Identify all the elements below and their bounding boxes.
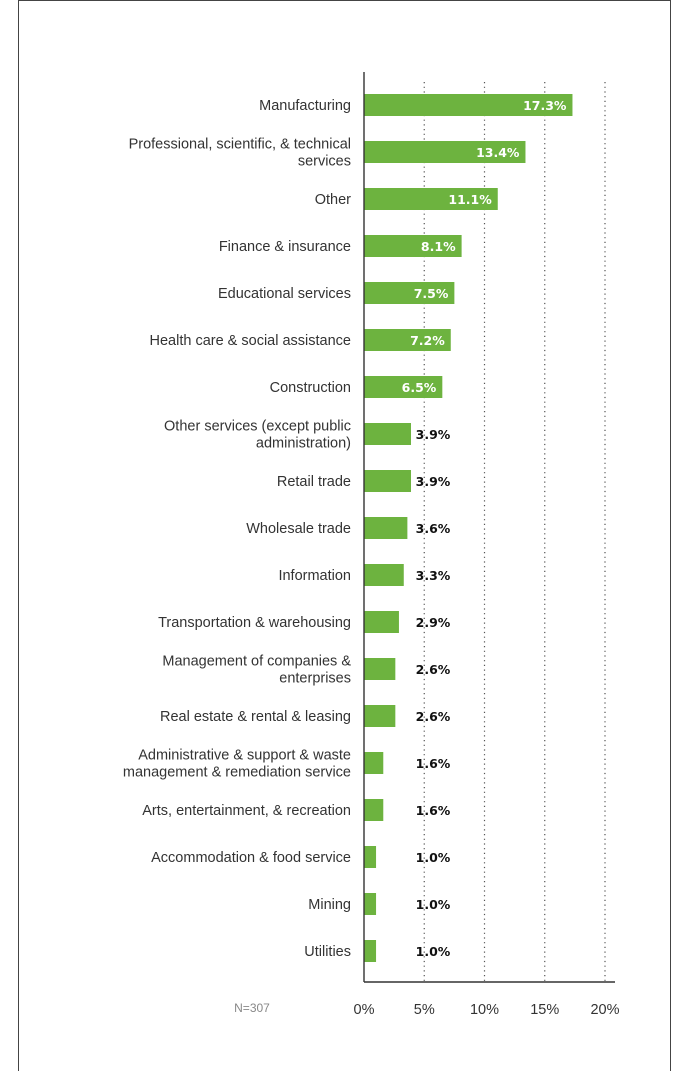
category-label: Retail trade	[277, 474, 351, 490]
x-tick-label: 10%	[470, 1002, 499, 1018]
category-label: Professional, scientific, & technical ser…	[129, 137, 351, 170]
bar	[364, 94, 573, 116]
x-tick-label: 15%	[530, 1002, 559, 1018]
value-label: 13.4%	[476, 145, 520, 160]
bar	[364, 188, 498, 210]
category-label: Manufacturing	[259, 98, 351, 114]
bar	[364, 846, 377, 868]
bar	[364, 517, 408, 539]
category-label: Arts, entertainment, & recreation	[142, 803, 351, 819]
chart-frame	[18, 0, 671, 1071]
value-label: 2.6%	[416, 709, 451, 724]
bar	[364, 705, 396, 727]
bar	[364, 282, 455, 304]
bar	[364, 940, 377, 962]
category-label: Transportation & warehousing	[158, 615, 351, 631]
value-label: 1.0%	[416, 944, 451, 959]
category-label: Administrative & support & waste manageme…	[123, 748, 351, 781]
x-tick-label: 5%	[414, 1002, 435, 1018]
value-label: 3.9%	[416, 474, 451, 489]
axes: 0% 5% 10% 15% 20%	[354, 72, 620, 1018]
category-label: Finance & insurance	[219, 239, 351, 255]
bars	[364, 94, 573, 962]
category-label: Information	[278, 568, 351, 584]
category-label: Construction	[270, 380, 351, 396]
category-label: Mining	[308, 897, 351, 913]
value-label: 17.3%	[523, 98, 567, 113]
bar	[364, 658, 396, 680]
value-label: 1.0%	[416, 897, 451, 912]
value-label: 7.5%	[414, 286, 449, 301]
bar	[364, 893, 377, 915]
category-label: Accommodation & food service	[151, 850, 351, 866]
category-labels: Manufacturing Professional, scientific, &…	[123, 98, 351, 960]
value-label: 1.6%	[416, 756, 451, 771]
bar	[364, 752, 384, 774]
bar	[364, 611, 399, 633]
bar	[364, 235, 462, 257]
category-label: Utilities	[304, 944, 351, 960]
value-label: 2.6%	[416, 662, 451, 677]
bar	[364, 470, 411, 492]
bar	[364, 564, 404, 586]
x-tick-label: 0%	[354, 1002, 375, 1018]
category-label: Wholesale trade	[246, 521, 351, 537]
category-label: Management of companies & enterprises	[162, 654, 351, 687]
category-label: Real estate & rental & leasing	[160, 709, 351, 725]
value-label: 8.1%	[421, 239, 456, 254]
sample-size-note: N=307	[234, 1001, 270, 1015]
value-labels: 17.3% 13.4% 11.1% 8.1% 7.5% 7.2% 6.5% 3.9% 3.9% 3…	[402, 98, 567, 959]
value-label: 2.9%	[416, 615, 451, 630]
value-label: 1.0%	[416, 850, 451, 865]
grid-lines	[423, 82, 606, 982]
value-label: 3.3%	[416, 568, 451, 583]
value-label: 11.1%	[448, 192, 492, 207]
bar	[364, 423, 411, 445]
bar	[364, 799, 384, 821]
value-label: 7.2%	[410, 333, 445, 348]
bar	[364, 376, 443, 398]
bar	[364, 141, 526, 163]
category-label: Other	[315, 192, 351, 208]
category-label: Educational services	[218, 286, 351, 302]
bar	[364, 329, 451, 351]
value-label: 1.6%	[416, 803, 451, 818]
category-label: Other services (except public administrat…	[164, 419, 351, 452]
value-label: 3.6%	[416, 521, 451, 536]
value-label: 6.5%	[402, 380, 437, 395]
value-label: 3.9%	[416, 427, 451, 442]
x-tick-label: 20%	[590, 1002, 619, 1018]
category-label: Health care & social assistance	[150, 333, 352, 349]
